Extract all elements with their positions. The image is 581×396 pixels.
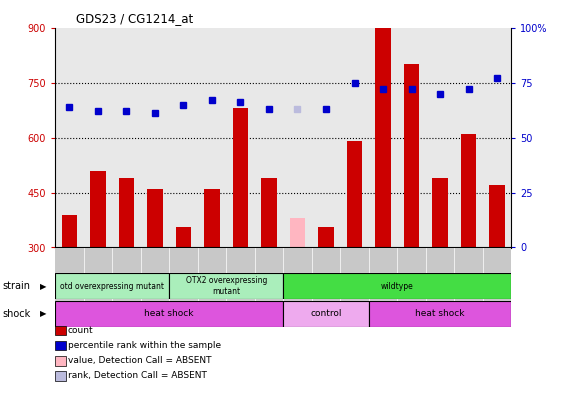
Bar xyxy=(284,248,312,301)
Bar xyxy=(454,248,483,301)
Text: value, Detection Call = ABSENT: value, Detection Call = ABSENT xyxy=(68,356,211,365)
Text: strain: strain xyxy=(3,281,31,291)
Text: count: count xyxy=(68,326,94,335)
Bar xyxy=(369,248,397,301)
Bar xyxy=(284,301,369,327)
Bar xyxy=(90,171,106,248)
Text: control: control xyxy=(310,309,342,318)
Text: ▶: ▶ xyxy=(40,282,47,291)
Bar xyxy=(489,185,505,248)
Bar xyxy=(369,28,397,247)
Bar xyxy=(226,248,254,301)
Text: percentile rank within the sample: percentile rank within the sample xyxy=(68,341,221,350)
Bar xyxy=(169,273,284,299)
Bar xyxy=(426,28,454,247)
Bar xyxy=(483,28,511,247)
Bar xyxy=(112,28,141,247)
Bar xyxy=(55,248,84,301)
Text: OTX2 overexpressing
mutant: OTX2 overexpressing mutant xyxy=(185,276,267,296)
Bar xyxy=(62,215,77,248)
Text: rank, Detection Call = ABSENT: rank, Detection Call = ABSENT xyxy=(68,371,207,380)
Bar xyxy=(369,301,511,327)
Bar xyxy=(175,227,191,248)
Bar xyxy=(432,178,448,248)
Text: heat shock: heat shock xyxy=(415,309,465,318)
Text: otd overexpressing mutant: otd overexpressing mutant xyxy=(60,282,164,291)
Bar xyxy=(340,28,369,247)
Bar xyxy=(284,28,312,247)
Bar xyxy=(483,248,511,301)
Bar xyxy=(112,248,141,301)
Bar xyxy=(254,28,284,247)
Bar xyxy=(204,189,220,248)
Bar xyxy=(55,301,284,327)
Bar xyxy=(347,141,363,248)
Bar xyxy=(84,28,112,247)
Bar xyxy=(254,248,284,301)
Bar xyxy=(284,273,511,299)
Bar xyxy=(461,134,476,248)
Bar xyxy=(147,189,163,248)
Bar xyxy=(397,248,426,301)
Bar xyxy=(169,28,198,247)
Bar xyxy=(55,28,84,247)
Bar xyxy=(226,28,254,247)
Bar xyxy=(84,248,112,301)
Bar xyxy=(232,108,248,248)
Bar xyxy=(340,248,369,301)
Text: ▶: ▶ xyxy=(40,309,47,318)
Text: GDS23 / CG1214_at: GDS23 / CG1214_at xyxy=(76,12,193,25)
Bar xyxy=(375,28,391,247)
Bar xyxy=(312,248,340,301)
Bar xyxy=(312,28,340,247)
Bar xyxy=(261,178,277,248)
Bar xyxy=(318,227,334,248)
Bar xyxy=(454,28,483,247)
Bar xyxy=(55,273,169,299)
Bar xyxy=(169,248,198,301)
Bar xyxy=(290,218,306,248)
Bar xyxy=(426,248,454,301)
Text: heat shock: heat shock xyxy=(145,309,194,318)
Bar xyxy=(397,28,426,247)
Text: shock: shock xyxy=(3,309,31,319)
Bar xyxy=(141,28,169,247)
Bar xyxy=(404,64,419,248)
Bar xyxy=(198,28,226,247)
Bar xyxy=(198,248,226,301)
Bar xyxy=(119,178,134,248)
Text: wildtype: wildtype xyxy=(381,282,414,291)
Bar xyxy=(141,248,169,301)
